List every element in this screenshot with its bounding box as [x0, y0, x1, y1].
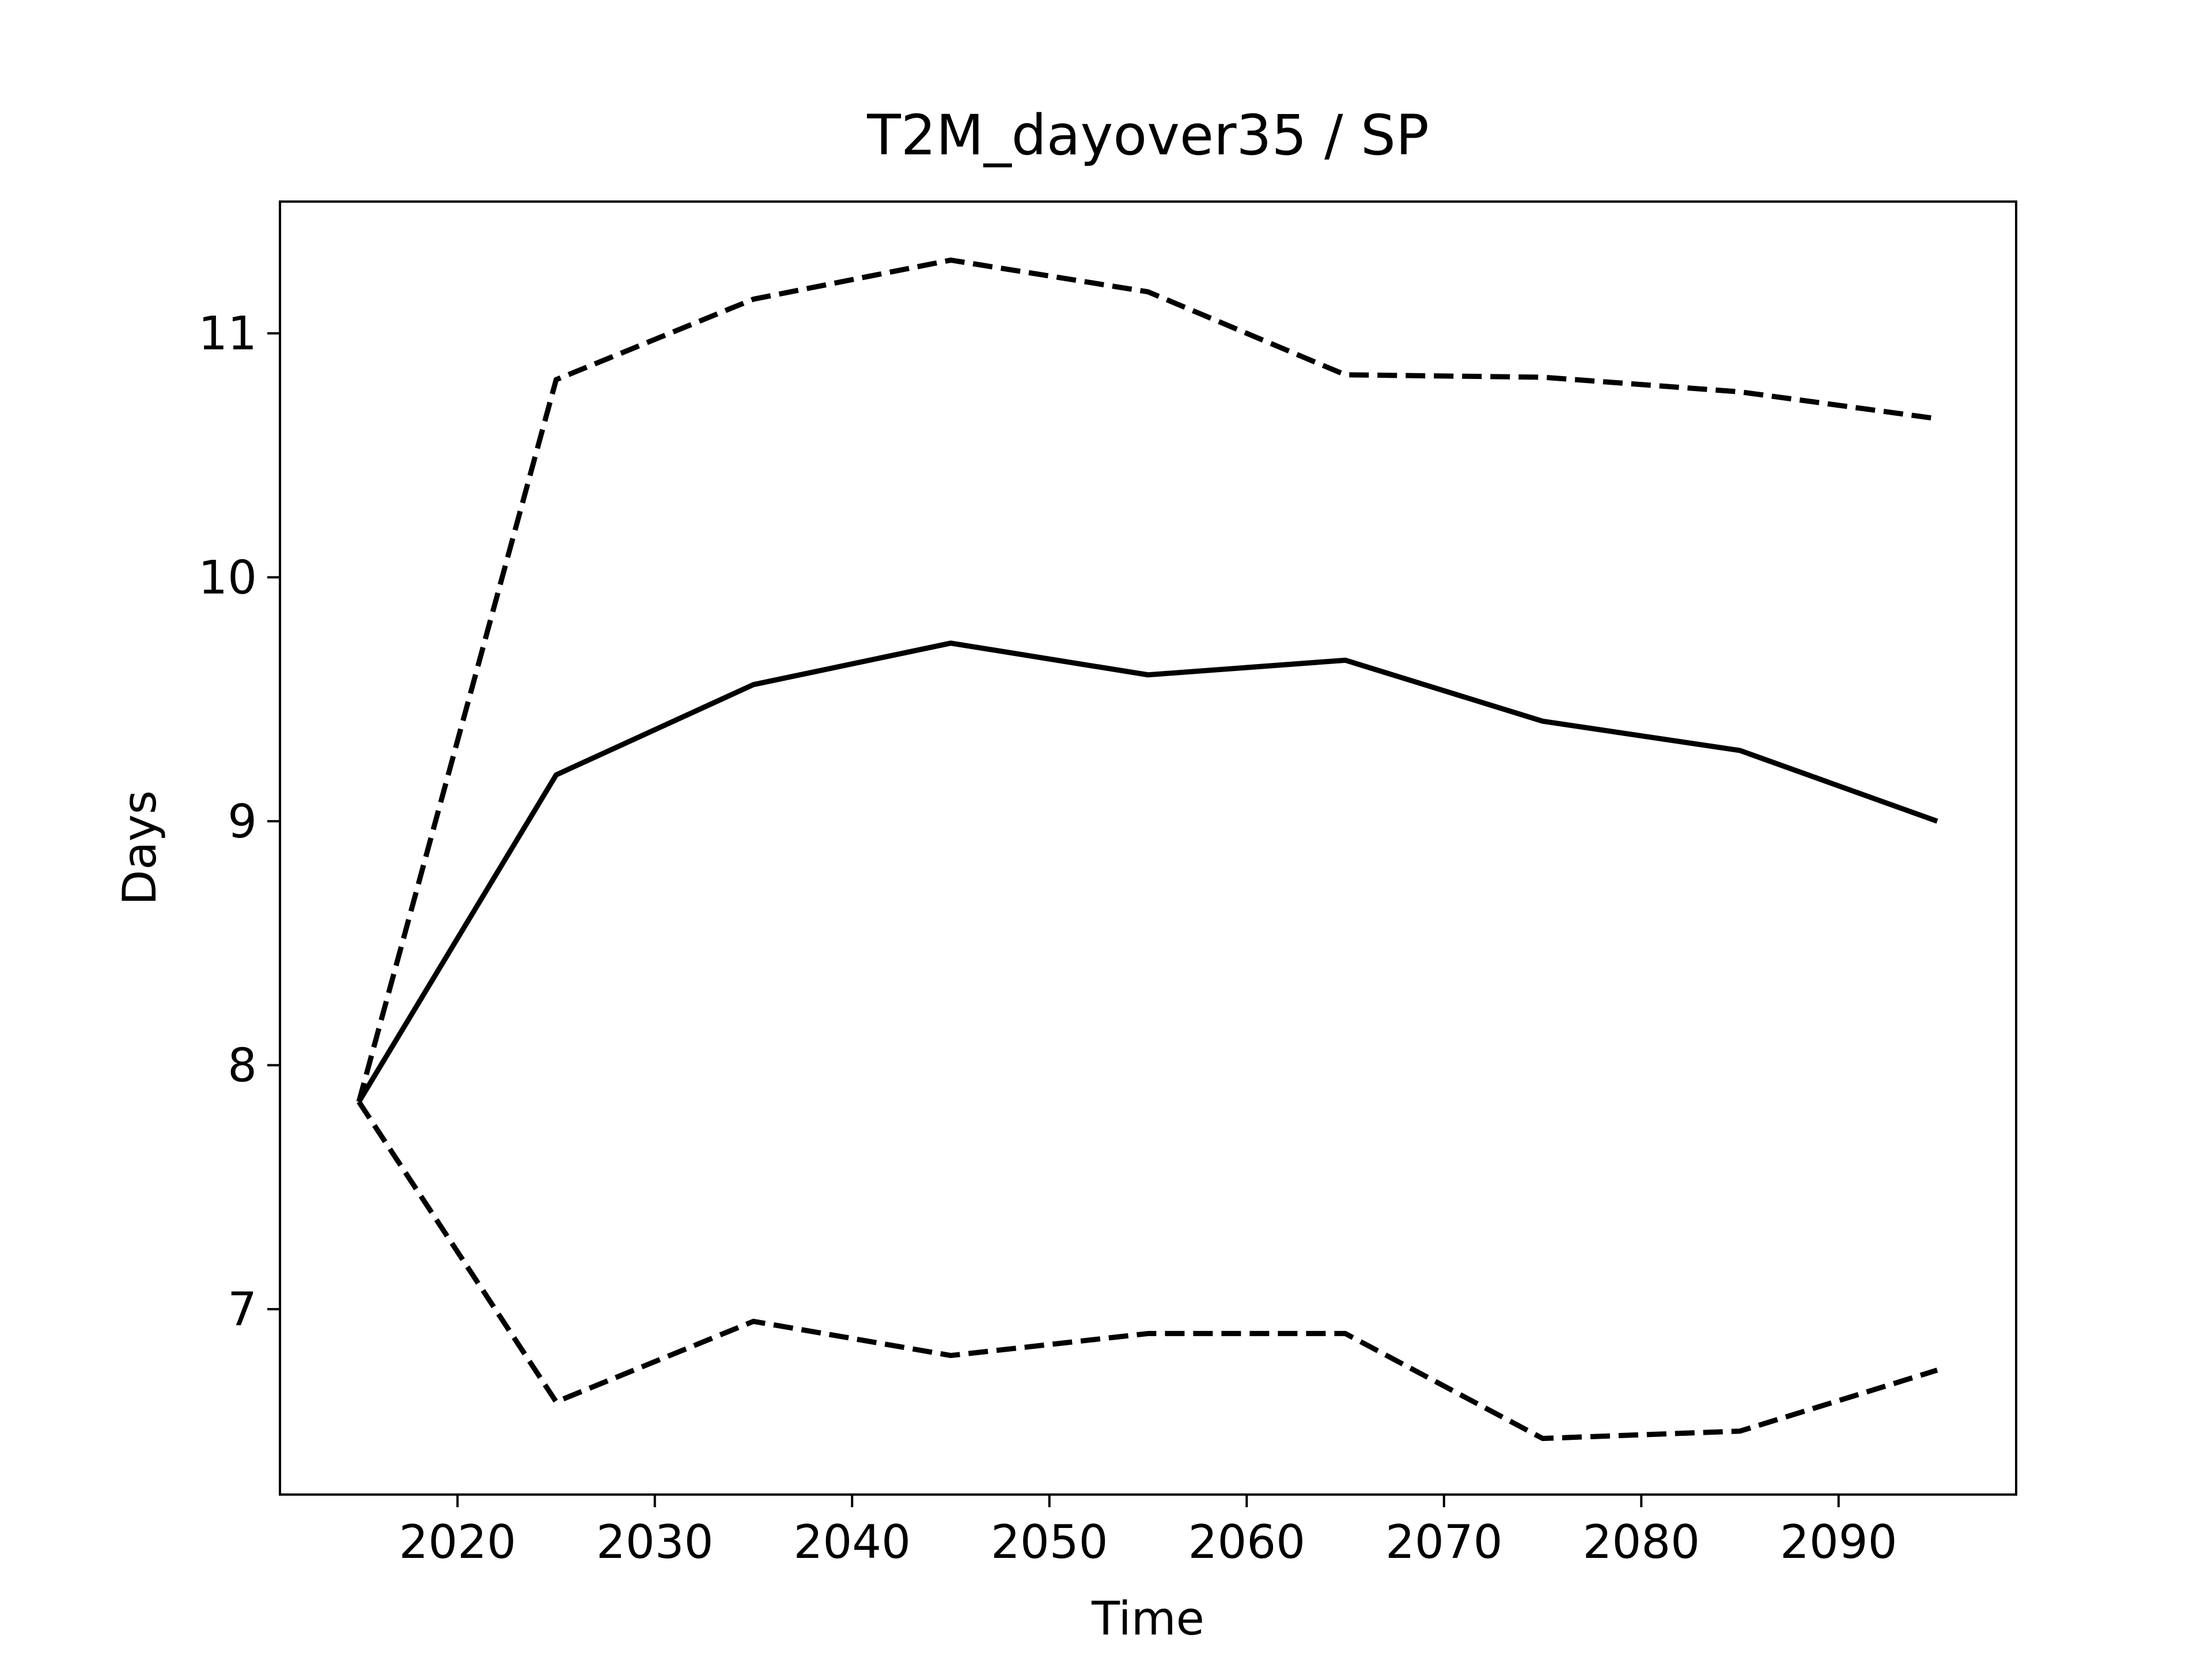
x-tick-label: 2030 — [596, 1515, 714, 1569]
data-line — [356, 257, 1938, 1103]
data-line — [357, 1100, 1938, 1442]
y-tick-label: 8 — [228, 1038, 257, 1092]
x-tick-label: 2020 — [399, 1515, 516, 1569]
y-tick-label: 11 — [198, 307, 257, 361]
y-tick-label: 7 — [228, 1283, 257, 1336]
plot-frame — [279, 200, 2017, 1496]
x-tick-label: 2050 — [991, 1515, 1108, 1569]
chart-title: T2M_dayover35 / SP — [866, 103, 1429, 168]
y-tick-label: 9 — [228, 795, 257, 848]
x-tick-label: 2060 — [1188, 1515, 1305, 1569]
x-tick-label: 2040 — [793, 1515, 911, 1569]
x-tick-label: 2080 — [1582, 1515, 1700, 1569]
x-tick-label: 2070 — [1385, 1515, 1503, 1569]
x-axis-label: Time — [1091, 1592, 1205, 1645]
data-line — [357, 640, 1938, 1103]
y-tick-label: 10 — [198, 551, 257, 604]
x-tick-label: 2090 — [1780, 1515, 1897, 1569]
y-axis-label: Days — [113, 790, 166, 905]
